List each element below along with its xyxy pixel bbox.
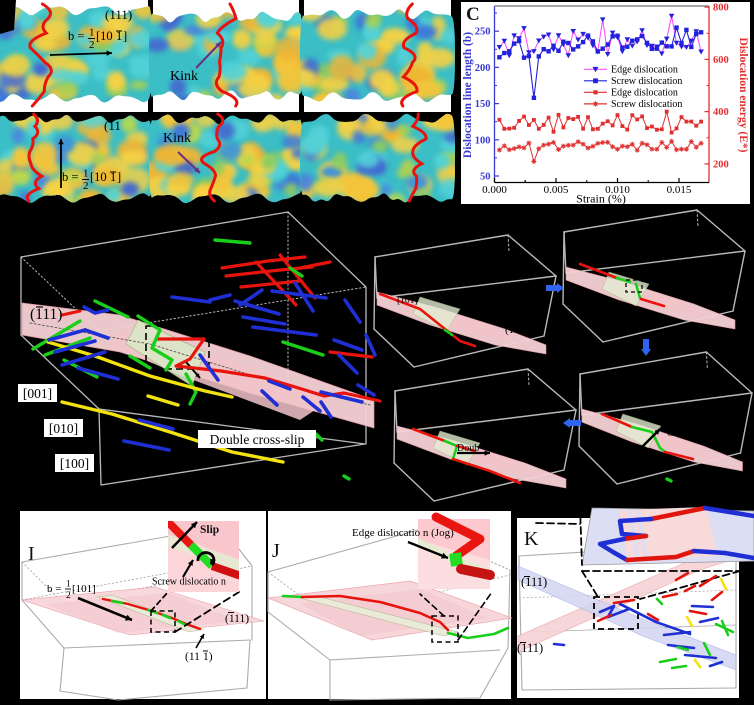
svg-text:J: J: [272, 540, 280, 562]
svg-text:0.000: 0.000: [482, 184, 507, 196]
svg-text:1: 1: [116, 29, 122, 43]
svg-text:I: I: [28, 543, 35, 565]
svg-text:Doub: Doub: [457, 443, 479, 454]
svg-text:Dislocation line length (b): Dislocation line length (b): [462, 32, 474, 158]
svg-text:1): 1): [203, 651, 213, 663]
svg-text:b =: b =: [68, 29, 84, 43]
svg-text:K: K: [524, 528, 539, 550]
svg-text:Screw dislocation: Screw dislocation: [611, 76, 682, 87]
svg-text:(111): (111): [517, 641, 543, 655]
svg-text:Edge dislocation: Edge dislocation: [611, 65, 678, 76]
svg-text:2: 2: [83, 180, 89, 192]
svg-text:250: 250: [475, 27, 491, 38]
svg-text:(111): (111): [30, 306, 62, 323]
svg-text:200: 200: [713, 159, 729, 170]
svg-text:]: ]: [123, 29, 127, 43]
svg-text:0.005: 0.005: [544, 184, 569, 196]
svg-text:Cross: Cross: [667, 428, 690, 439]
svg-text:(111): (111): [521, 575, 547, 589]
svg-text:0.010: 0.010: [605, 184, 630, 196]
svg-text:2: 2: [66, 591, 71, 601]
svg-text:[10: [10: [96, 29, 113, 43]
svg-text:C: C: [466, 4, 480, 25]
svg-text:1: 1: [89, 27, 95, 39]
svg-text:(11: (11: [185, 651, 200, 663]
svg-text:50: 50: [480, 172, 491, 183]
svg-text:Edge dislocation: Edge dislocation: [611, 88, 678, 99]
svg-text:0.015: 0.015: [667, 184, 692, 196]
svg-text:]: ]: [117, 170, 121, 184]
svg-text:2: 2: [89, 39, 95, 51]
svg-text:[101]: [101]: [72, 583, 96, 595]
svg-text:Kink: Kink: [170, 69, 198, 84]
svg-text:Slip: Slip: [200, 524, 219, 536]
svg-text:Screw dislocatio n: Screw dislocatio n: [152, 577, 226, 588]
svg-text:(111): (111): [225, 613, 249, 625]
svg-text:[101]: [101]: [397, 296, 418, 306]
svg-text:Edge dislocatio n (Jog): Edge dislocatio n (Jog): [352, 527, 454, 539]
svg-text:b =: b =: [62, 170, 78, 184]
svg-text:Screw dislocation: Screw dislocation: [611, 99, 682, 110]
svg-text:[010]: [010]: [49, 421, 78, 436]
svg-text:400: 400: [713, 107, 729, 118]
svg-text:1: 1: [83, 168, 89, 180]
svg-text:[100]: [100]: [60, 456, 89, 471]
svg-text:[001]: [001]: [23, 386, 52, 401]
svg-text:(11: (11: [104, 118, 121, 133]
svg-text:150: 150: [475, 99, 491, 110]
svg-text:(111): (111): [105, 7, 132, 22]
svg-text:[10: [10: [90, 170, 107, 184]
svg-text:800: 800: [713, 3, 729, 14]
svg-text:Kink: Kink: [163, 131, 191, 146]
svg-text:1: 1: [66, 580, 71, 590]
svg-text:200: 200: [475, 63, 491, 74]
svg-text:Strain (%): Strain (%): [576, 192, 626, 206]
svg-text:100: 100: [475, 135, 491, 146]
svg-text:Dislocation energy (E*): Dislocation energy (E*): [737, 38, 749, 153]
svg-text:(111): (111): [505, 324, 528, 336]
svg-text:Double cross-slip: Double cross-slip: [210, 432, 305, 447]
svg-text:600: 600: [713, 55, 729, 66]
svg-text:1: 1: [110, 170, 116, 184]
svg-text:b =: b =: [47, 583, 61, 595]
